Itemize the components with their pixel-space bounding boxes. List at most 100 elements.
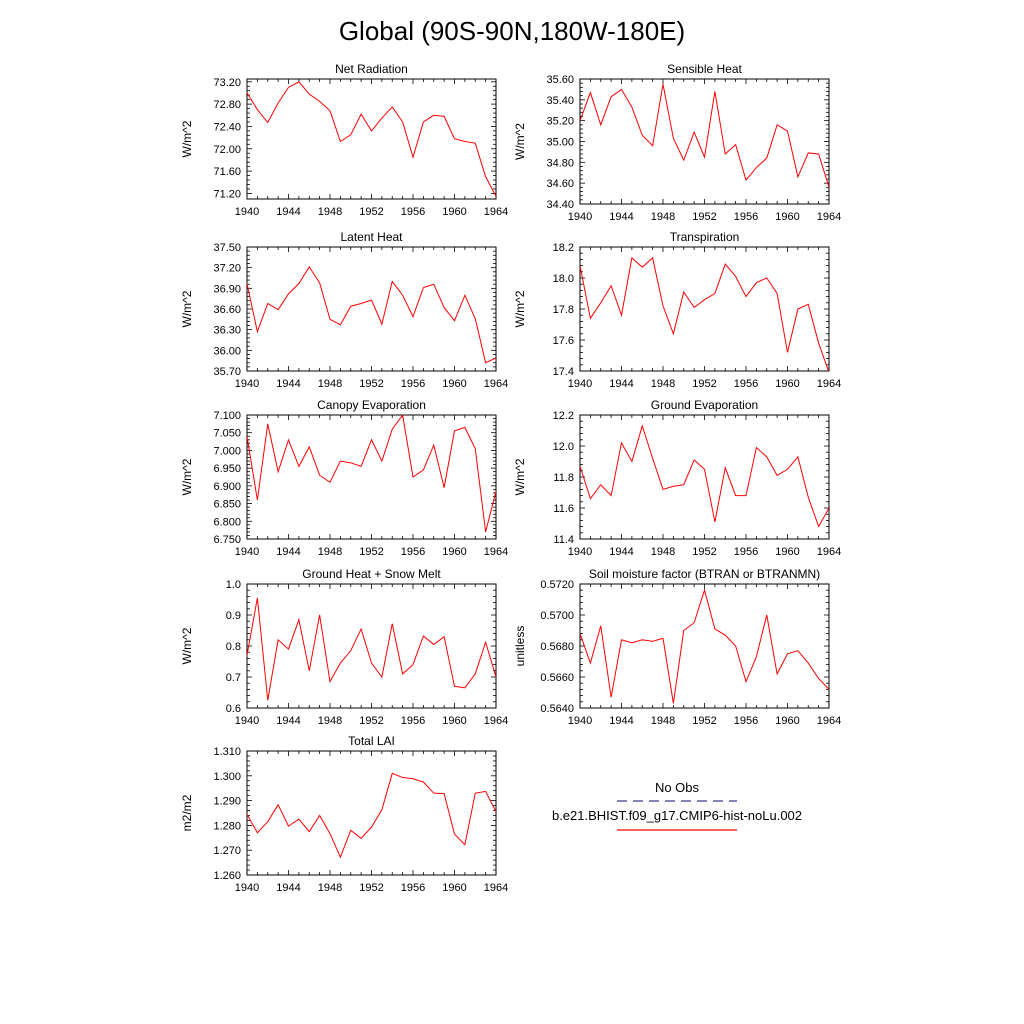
x-tick-label: 1956: [734, 378, 758, 390]
y-axis-label: unitless: [513, 626, 527, 667]
y-axis-label: W/m^2: [513, 290, 527, 327]
x-tick-label: 1960: [442, 715, 466, 727]
y-axis-label: m2/m2: [180, 794, 194, 831]
x-tick-label: 1964: [484, 882, 508, 894]
series-line: [580, 256, 829, 371]
y-tick-label: 1.270: [213, 845, 241, 857]
x-tick-label: 1960: [775, 378, 799, 390]
legend: No Obs b.e21.BHIST.f09_g17.CMIP6-hist-no…: [552, 780, 802, 831]
panel-6: Ground Heat + Snow Melt W/m^2 1940 1944 1948…: [180, 567, 508, 727]
x-tick-label: 1944: [276, 378, 300, 390]
y-tick-label: 1.310: [213, 746, 241, 758]
x-tick-label: 1952: [692, 211, 716, 223]
x-tick-label: 1964: [484, 206, 508, 218]
x-tick-label: 1960: [442, 206, 466, 218]
x-tick-label: 1944: [276, 206, 300, 218]
y-tick-label: 36.30: [213, 325, 241, 337]
y-tick-label: 71.60: [213, 166, 241, 178]
series-line: [247, 772, 496, 859]
x-tick-label: 1956: [734, 546, 758, 558]
panel-title: Total LAI: [348, 734, 395, 748]
y-tick-label: 17.6: [553, 335, 574, 347]
y-tick-label: 6.800: [213, 516, 241, 528]
y-tick-label: 72.40: [213, 121, 241, 133]
y-axis-label: W/m^2: [180, 120, 194, 157]
y-tick-label: 17.8: [553, 304, 574, 316]
y-tick-label: 0.8: [226, 641, 241, 653]
y-tick-label: 72.80: [213, 99, 241, 111]
series-line: [580, 84, 829, 188]
panel-3: Transpiration W/m^2 1940 1944 1948 1952 1956 19…: [513, 230, 841, 390]
series-line: [580, 424, 829, 528]
panel-5: Ground Evaporation W/m^2 1940 1944 1948 1952 1…: [513, 398, 841, 558]
y-tick-label: 0.5660: [540, 672, 574, 684]
x-tick-label: 1944: [276, 882, 300, 894]
series-line: [247, 81, 496, 197]
x-tick-label: 1960: [442, 882, 466, 894]
x-tick-label: 1940: [235, 546, 259, 558]
panels: Net Radiation W/m^2 1940 1944 1948 1952 1956 19…: [180, 62, 841, 894]
y-tick-label: 1.260: [213, 870, 241, 882]
y-tick-label: 34.80: [546, 157, 574, 169]
x-tick-label: 1944: [609, 546, 633, 558]
y-tick-label: 12.0: [553, 441, 574, 453]
y-tick-label: 36.00: [213, 345, 241, 357]
panel-title: Net Radiation: [335, 62, 408, 76]
y-tick-label: 1.0: [226, 579, 241, 591]
y-tick-label: 1.280: [213, 820, 241, 832]
plot-frame: [579, 246, 830, 372]
x-tick-label: 1956: [401, 715, 425, 727]
series-line: [247, 597, 496, 701]
x-tick-label: 1940: [235, 882, 259, 894]
y-tick-label: 7.000: [213, 445, 241, 457]
y-tick-label: 34.40: [546, 199, 574, 211]
y-tick-label: 1.290: [213, 796, 241, 808]
y-tick-label: 35.40: [546, 95, 574, 107]
plot-frame: [246, 414, 497, 540]
y-tick-label: 35.70: [213, 366, 241, 378]
x-tick-label: 1948: [318, 378, 342, 390]
x-tick-label: 1960: [442, 378, 466, 390]
x-tick-label: 1952: [359, 882, 383, 894]
y-axis-label: W/m^2: [513, 123, 527, 160]
x-tick-label: 1956: [401, 882, 425, 894]
y-tick-label: 18.2: [553, 242, 574, 254]
x-tick-label: 1940: [235, 715, 259, 727]
x-tick-label: 1940: [568, 546, 592, 558]
series-line: [580, 588, 829, 704]
panel-2: Latent Heat W/m^2 1940 1944 1948 1952 1956 1960…: [180, 230, 508, 390]
y-tick-label: 36.60: [213, 304, 241, 316]
x-tick-label: 1948: [651, 378, 675, 390]
series-line: [247, 266, 496, 364]
x-tick-label: 1948: [318, 206, 342, 218]
x-tick-label: 1960: [775, 211, 799, 223]
panel-title: Sensible Heat: [667, 62, 742, 76]
x-tick-label: 1964: [484, 715, 508, 727]
panel-title: Transpiration: [670, 230, 740, 244]
x-tick-label: 1964: [817, 211, 841, 223]
x-tick-label: 1944: [609, 715, 633, 727]
y-tick-label: 0.6: [226, 703, 241, 715]
x-tick-label: 1964: [817, 715, 841, 727]
y-tick-label: 7.050: [213, 428, 241, 440]
y-tick-label: 37.20: [213, 263, 241, 275]
y-axis-label: W/m^2: [180, 458, 194, 495]
x-tick-label: 1956: [401, 206, 425, 218]
y-tick-label: 37.50: [213, 242, 241, 254]
x-tick-label: 1940: [568, 715, 592, 727]
x-tick-label: 1948: [318, 546, 342, 558]
panel-7: Soil moisture factor (BTRAN or BTRANMN) u…: [513, 567, 841, 727]
y-tick-label: 12.2: [553, 410, 574, 422]
y-tick-label: 7.100: [213, 410, 241, 422]
legend-obs-label: No Obs: [655, 780, 700, 795]
panel-0: Net Radiation W/m^2 1940 1944 1948 1952 1956 19…: [180, 62, 508, 218]
panel-title: Latent Heat: [340, 230, 403, 244]
x-tick-label: 1960: [775, 715, 799, 727]
x-tick-label: 1952: [692, 715, 716, 727]
panel-title: Ground Heat + Snow Melt: [302, 567, 441, 581]
y-tick-label: 0.5680: [540, 641, 574, 653]
plot-frame: [579, 583, 830, 709]
x-tick-label: 1944: [609, 378, 633, 390]
x-tick-label: 1964: [484, 378, 508, 390]
